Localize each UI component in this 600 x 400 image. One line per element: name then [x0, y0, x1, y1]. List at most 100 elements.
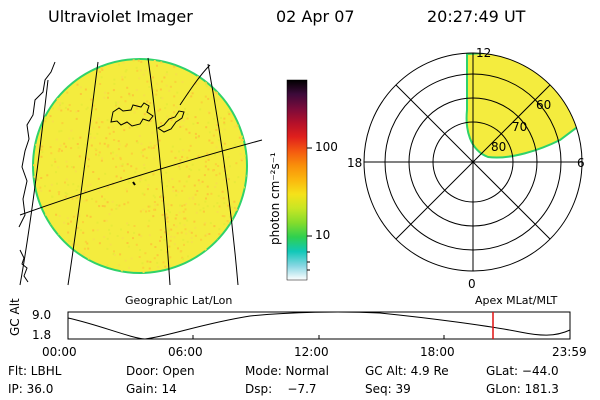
- globe-speckle-pixel: [140, 151, 143, 154]
- globe-speckle-pixel: [227, 242, 230, 245]
- globe-speckle-pixel: [185, 232, 188, 235]
- globe-speckle-pixel: [220, 264, 223, 267]
- globe-speckle-pixel: [67, 183, 70, 186]
- globe-speckle-pixel: [86, 184, 89, 187]
- globe-speckle-pixel: [156, 254, 159, 257]
- globe-speckle-pixel: [162, 261, 165, 264]
- globe-speckle-pixel: [78, 215, 81, 218]
- coastline-continent: [18, 61, 56, 228]
- globe-speckle-pixel: [161, 194, 163, 197]
- globe-speckle-pixel: [135, 140, 138, 143]
- globe-speckle-pixel: [45, 213, 48, 216]
- globe-speckle-pixel: [112, 130, 115, 133]
- globe-speckle-pixel: [227, 70, 230, 73]
- globe-speckle-pixel: [166, 203, 169, 206]
- globe-speckle-pixel: [228, 113, 231, 116]
- globe-speckle-pixel: [190, 169, 193, 172]
- globe-speckle-pixel: [50, 204, 52, 207]
- globe-speckle-pixel: [148, 234, 151, 237]
- globe-speckle-pixel: [201, 180, 204, 183]
- globe-speckle-pixel: [219, 153, 222, 156]
- globe-speckle-pixel: [175, 106, 178, 109]
- globe-speckle-pixel: [56, 182, 58, 185]
- globe-speckle-pixel: [79, 86, 82, 89]
- globe-speckle-pixel: [177, 190, 180, 193]
- globe-speckle-pixel: [84, 190, 87, 193]
- globe-speckle-pixel: [184, 268, 187, 271]
- globe-speckle-pixel: [222, 64, 225, 67]
- globe-speckle-pixel: [68, 74, 71, 77]
- globe-speckle-pixel: [115, 175, 118, 178]
- globe-speckle-pixel: [101, 205, 104, 207]
- globe-speckle-pixel: [108, 228, 111, 231]
- globe-speckle-pixel: [147, 225, 150, 228]
- globe-speckle-pixel: [207, 79, 210, 82]
- globe-speckle-pixel: [178, 211, 181, 214]
- globe-speckle-pixel: [179, 119, 182, 122]
- globe-speckle-pixel: [222, 89, 225, 92]
- globe-speckle-pixel: [215, 129, 218, 132]
- globe-speckle-pixel: [115, 207, 118, 210]
- globe-speckle-pixel: [163, 76, 166, 79]
- globe-speckle-pixel: [215, 146, 218, 149]
- globe-speckle-pixel: [205, 85, 208, 88]
- latitude-line: [19, 139, 263, 216]
- globe-speckle-pixel: [121, 78, 124, 81]
- globe-speckle-pixel: [242, 83, 245, 86]
- globe-speckle-pixel: [44, 120, 47, 123]
- globe-speckle-pixel: [205, 75, 208, 78]
- globe-speckle-pixel: [64, 145, 67, 148]
- globe-speckle-pixel: [241, 158, 244, 160]
- globe-speckle-pixel: [103, 205, 106, 208]
- globe-speckle-pixel: [234, 143, 237, 146]
- globe-speckle-pixel: [169, 85, 172, 88]
- globe-speckle-pixel: [204, 160, 207, 163]
- globe-speckle-pixel: [233, 200, 236, 203]
- globe-speckle-pixel: [56, 101, 59, 104]
- observation-time: 20:27:49 UT: [427, 7, 526, 26]
- globe-speckle-pixel: [220, 243, 223, 246]
- globe-speckle-pixel: [243, 154, 246, 157]
- globe-speckle-pixel: [135, 66, 138, 69]
- globe-speckle-pixel: [236, 67, 239, 70]
- globe-speckle-pixel: [210, 142, 213, 144]
- globe-speckle-pixel: [242, 211, 245, 214]
- globe-speckle-pixel: [167, 209, 170, 212]
- globe-speckle-pixel: [141, 154, 144, 156]
- globe-speckle-pixel: [69, 75, 72, 78]
- globe-speckle-pixel: [107, 96, 109, 99]
- time-tick-0000: 00:00: [42, 345, 77, 359]
- globe-speckle-pixel: [71, 197, 74, 200]
- globe-speckle-pixel: [72, 183, 75, 186]
- globe-speckle-pixel: [152, 215, 155, 218]
- globe-speckle-pixel: [92, 229, 95, 232]
- globe-speckle-pixel: [57, 66, 60, 69]
- globe-speckle-pixel: [137, 59, 140, 62]
- globe-speckle-pixel: [57, 108, 60, 111]
- globe-speckle-pixel: [220, 116, 222, 119]
- globe-speckle-pixel: [175, 194, 178, 197]
- globe-speckle-pixel: [180, 231, 183, 234]
- globe-speckle-pixel: [198, 168, 201, 171]
- globe-speckle-pixel: [138, 180, 141, 183]
- globe-speckle-pixel: [115, 165, 118, 168]
- globe-speckle-pixel: [123, 129, 126, 132]
- globe-speckle-pixel: [153, 257, 156, 260]
- globe-speckle-pixel: [172, 104, 175, 107]
- globe-speckle-pixel: [213, 117, 215, 120]
- globe-speckle-pixel: [239, 80, 242, 83]
- globe-speckle-pixel: [214, 163, 217, 166]
- globe-speckle-pixel: [173, 111, 176, 114]
- globe-speckle-pixel: [51, 195, 54, 198]
- globe-speckle-pixel: [33, 237, 36, 240]
- globe-speckle-pixel: [136, 126, 139, 128]
- globe-speckle-pixel: [187, 255, 189, 258]
- globe-speckle-pixel: [167, 227, 170, 230]
- globe-speckle-pixel: [140, 142, 143, 145]
- mlat-label-80: 80: [491, 140, 507, 154]
- globe-speckle-pixel: [205, 197, 207, 200]
- globe-speckle-pixel: [35, 271, 38, 273]
- globe-speckle-pixel: [142, 73, 145, 76]
- globe-speckle-pixel: [149, 260, 152, 263]
- globe-speckle-pixel: [92, 126, 95, 129]
